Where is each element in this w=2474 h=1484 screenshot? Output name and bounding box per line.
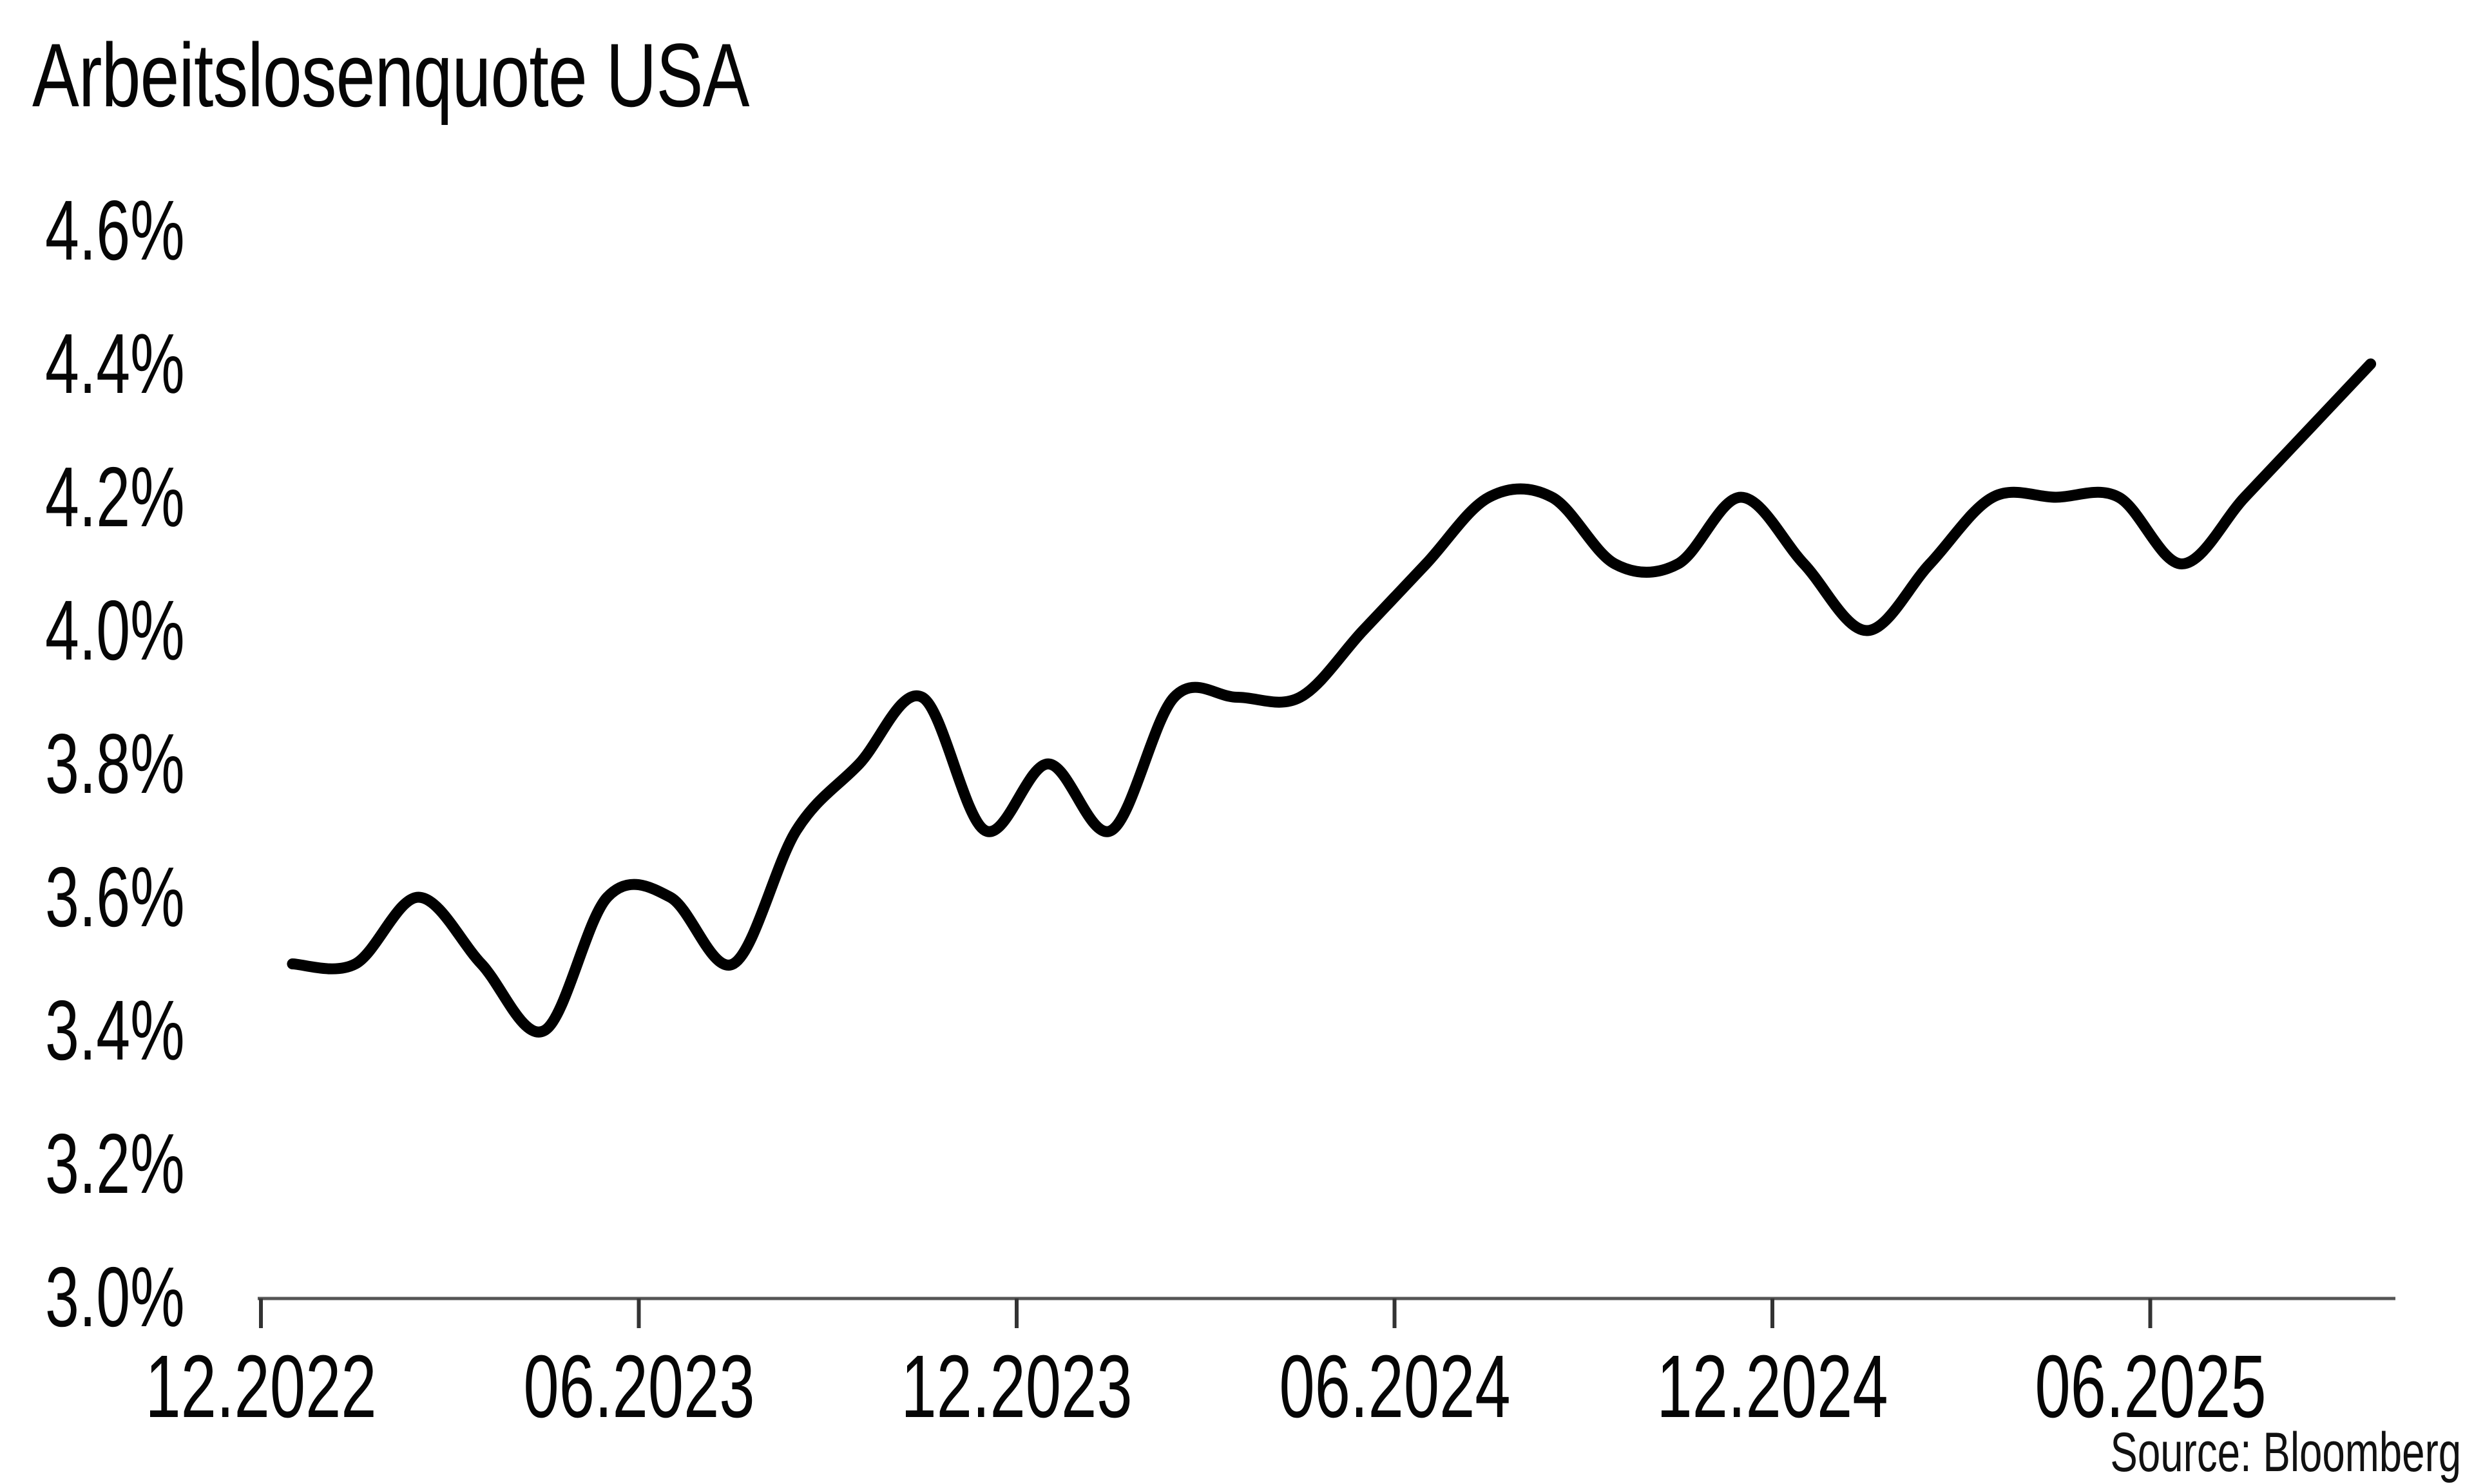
source-label: Source: Bloomberg bbox=[2110, 1425, 2461, 1480]
y-axis-label: 3.8% bbox=[45, 721, 185, 806]
y-axis-label: 3.0% bbox=[45, 1255, 185, 1340]
unemployment-rate-line bbox=[292, 364, 2371, 1032]
x-axis-label: 12.2024 bbox=[1610, 1342, 1935, 1431]
y-axis-label: 3.2% bbox=[45, 1121, 185, 1206]
y-axis-label: 4.0% bbox=[45, 588, 185, 673]
x-axis-label: 12.2022 bbox=[99, 1342, 423, 1431]
y-axis-label: 3.6% bbox=[45, 855, 185, 940]
line-chart bbox=[0, 0, 2474, 1484]
chart-container: Arbeitslosenquote USA 4.6%4.4%4.2%4.0%3.… bbox=[0, 0, 2474, 1484]
y-axis-label: 3.4% bbox=[45, 988, 185, 1073]
x-axis-label: 06.2025 bbox=[1988, 1342, 2313, 1431]
y-axis-label: 4.4% bbox=[45, 321, 185, 406]
x-axis-label: 06.2024 bbox=[1232, 1342, 1557, 1431]
x-axis-label: 12.2023 bbox=[854, 1342, 1179, 1431]
y-axis-label: 4.6% bbox=[45, 188, 185, 273]
x-axis-label: 06.2023 bbox=[477, 1342, 801, 1431]
y-axis-label: 4.2% bbox=[45, 455, 185, 540]
x-axis-ticks bbox=[261, 1298, 2151, 1328]
